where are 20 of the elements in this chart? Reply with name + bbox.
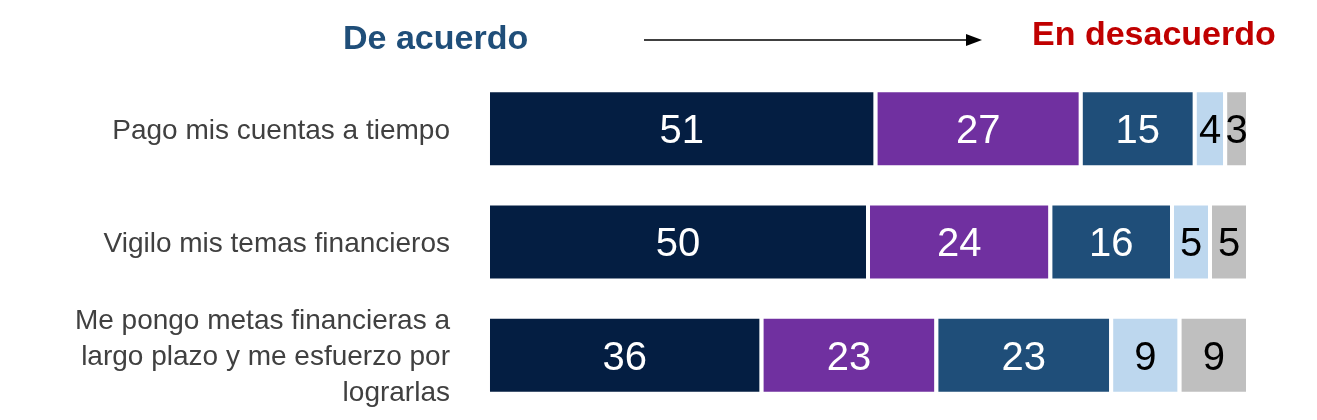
y-tick-label: Me pongo metas financieras a largo plazo y me esfuerzo por lograrlas: [74, 303, 451, 407]
data-label: 9: [1202, 333, 1225, 378]
data-label: 24: [936, 220, 982, 265]
data-label: 36: [602, 333, 648, 378]
text: De acuerdo: [343, 18, 529, 57]
data-label: 51: [659, 106, 705, 151]
data-label: 9: [1134, 333, 1157, 378]
data-label: 27: [955, 106, 1001, 151]
data-label: 50: [655, 220, 701, 265]
data-label: 5: [1217, 220, 1241, 265]
y-tick-label: Pago mis cuentas a tiempo: [112, 113, 450, 145]
data-label: 4: [1198, 106, 1222, 151]
data-label: 15: [1115, 106, 1161, 151]
data-label: 23: [826, 333, 872, 378]
data-label: 3: [1225, 106, 1248, 151]
y-tick-label: Vigilo mis temas financieros: [103, 226, 450, 258]
data-label: 23: [1001, 333, 1047, 378]
data-label: 16: [1088, 220, 1134, 265]
data-label: 5: [1179, 220, 1203, 265]
text: En desacuerdo: [1032, 14, 1276, 53]
